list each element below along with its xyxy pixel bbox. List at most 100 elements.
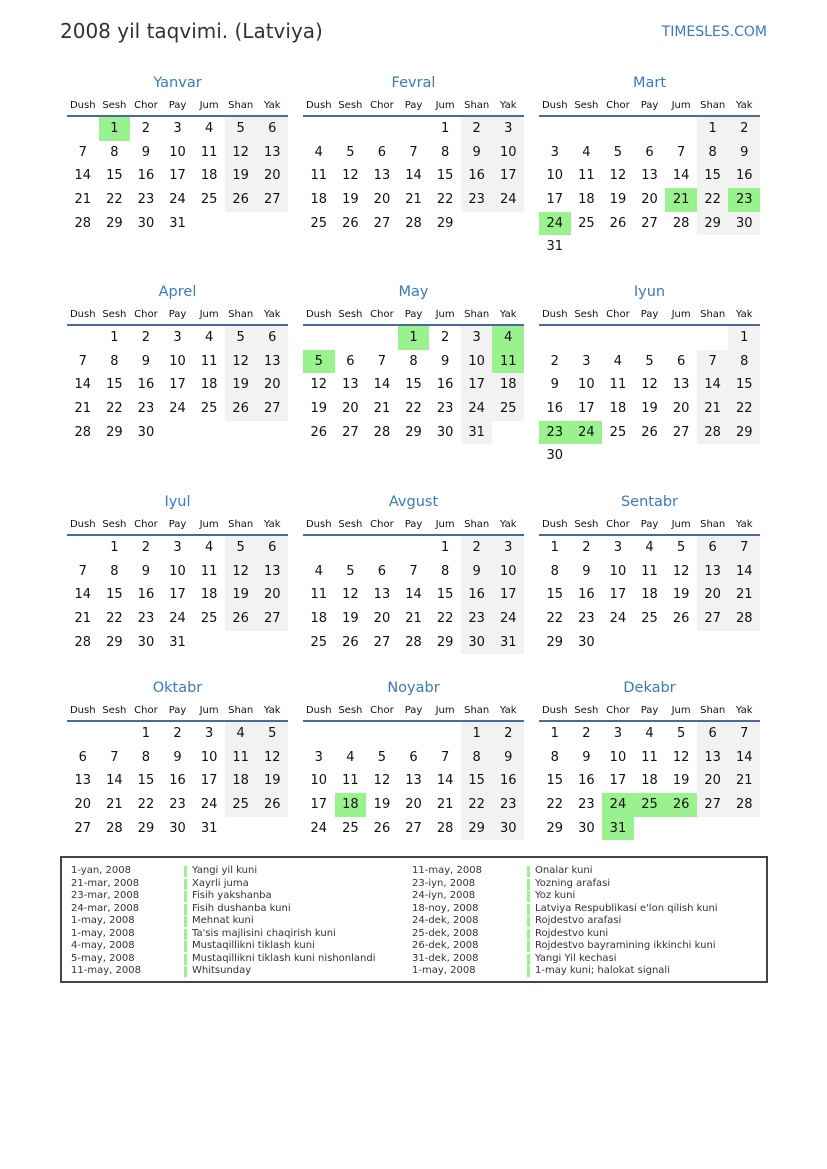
day-cell[interactable]: 19 bbox=[342, 192, 359, 208]
day-cell[interactable]: 17 bbox=[169, 377, 186, 393]
day-cell[interactable]: 1 bbox=[460, 722, 493, 746]
day-cell[interactable]: 25 bbox=[310, 634, 328, 650]
day-cell[interactable]: 21 bbox=[106, 797, 123, 813]
day-cell[interactable]: 16 bbox=[137, 168, 155, 184]
day-cell[interactable]: 17 bbox=[609, 587, 627, 603]
day-cell[interactable]: 28 bbox=[74, 634, 92, 650]
day-cell[interactable]: 3 bbox=[460, 326, 493, 350]
day-cell[interactable]: 30 bbox=[578, 634, 595, 650]
day-cell[interactable]: 1 bbox=[696, 117, 729, 141]
site-link[interactable]: TIMESLES.COM bbox=[661, 24, 767, 40]
day-cell[interactable]: 17 bbox=[200, 773, 218, 789]
day-cell[interactable]: 5 bbox=[613, 144, 623, 160]
day-cell[interactable]: 9 bbox=[728, 140, 761, 165]
day-cell[interactable]: 12 bbox=[641, 377, 658, 393]
day-cell[interactable]: 18 bbox=[641, 773, 658, 789]
day-cell[interactable]: 19 bbox=[256, 769, 289, 794]
day-cell[interactable]: 8 bbox=[110, 353, 119, 369]
day-cell[interactable]: 11 bbox=[578, 168, 595, 184]
day-cell[interactable]: 5 bbox=[346, 144, 355, 160]
day-cell[interactable]: 26 bbox=[609, 215, 627, 231]
day-cell[interactable]: 2 bbox=[440, 330, 450, 345]
day-cell[interactable]: 12 bbox=[256, 745, 289, 770]
day-cell[interactable]: 30 bbox=[492, 816, 525, 841]
day-cell[interactable]: 4 bbox=[645, 540, 654, 555]
day-cell[interactable]: 12 bbox=[373, 773, 391, 789]
day-cell[interactable]: 3 bbox=[173, 121, 182, 136]
day-cell[interactable]: 29 bbox=[546, 820, 564, 836]
day-cell[interactable]: 10 bbox=[609, 749, 627, 765]
day-cell[interactable]: 31 bbox=[200, 820, 218, 836]
day-cell[interactable]: 30 bbox=[578, 820, 595, 836]
day-cell[interactable]: 29 bbox=[106, 424, 123, 440]
day-cell[interactable]: 14 bbox=[672, 168, 690, 184]
day-cell[interactable]: 31 bbox=[460, 420, 493, 445]
day-cell[interactable]: 17 bbox=[460, 373, 493, 398]
day-cell[interactable]: 24 bbox=[310, 820, 328, 836]
day-cell[interactable]: 21 bbox=[405, 192, 422, 208]
day-cell[interactable]: 2 bbox=[460, 536, 493, 560]
day-cell[interactable]: 24 bbox=[609, 611, 627, 627]
day-cell[interactable]: 21 bbox=[665, 188, 697, 212]
day-cell[interactable]: 27 bbox=[342, 424, 359, 440]
day-cell[interactable]: 9 bbox=[141, 563, 151, 579]
day-cell[interactable]: 21 bbox=[74, 611, 92, 627]
day-cell[interactable]: 14 bbox=[74, 168, 92, 184]
day-cell[interactable]: 24 bbox=[169, 611, 186, 627]
day-cell[interactable]: 15 bbox=[405, 377, 422, 393]
day-cell[interactable]: 25 bbox=[224, 793, 257, 817]
day-cell[interactable]: 8 bbox=[110, 563, 119, 579]
day-cell[interactable]: 14 bbox=[106, 773, 123, 789]
day-cell[interactable]: 22 bbox=[106, 192, 123, 208]
day-cell[interactable]: 29 bbox=[405, 424, 422, 440]
day-cell[interactable]: 20 bbox=[672, 401, 690, 417]
day-cell[interactable]: 26 bbox=[224, 188, 257, 212]
day-cell[interactable]: 16 bbox=[546, 401, 564, 417]
day-cell[interactable]: 17 bbox=[609, 773, 627, 789]
day-cell[interactable]: 12 bbox=[224, 559, 257, 584]
day-cell[interactable]: 15 bbox=[728, 373, 761, 398]
day-cell[interactable]: 13 bbox=[373, 168, 391, 184]
day-cell[interactable]: 11 bbox=[342, 773, 359, 789]
day-cell[interactable]: 27 bbox=[256, 188, 289, 212]
day-cell[interactable]: 29 bbox=[546, 634, 564, 650]
day-cell[interactable]: 10 bbox=[460, 349, 493, 374]
day-cell[interactable]: 1 bbox=[397, 326, 430, 350]
day-cell[interactable]: 28 bbox=[405, 215, 422, 231]
day-cell[interactable]: 24 bbox=[539, 211, 571, 236]
day-cell[interactable]: 7 bbox=[110, 749, 119, 765]
day-cell[interactable]: 15 bbox=[546, 773, 564, 789]
day-cell[interactable]: 1 bbox=[110, 330, 119, 345]
day-cell[interactable]: 3 bbox=[204, 726, 214, 741]
day-cell[interactable]: 19 bbox=[310, 401, 328, 417]
day-cell[interactable]: 3 bbox=[492, 536, 525, 560]
day-cell[interactable]: 23 bbox=[492, 793, 525, 817]
day-cell[interactable]: 17 bbox=[492, 164, 525, 189]
day-cell[interactable]: 24 bbox=[492, 188, 525, 212]
day-cell[interactable]: 18 bbox=[578, 192, 595, 208]
day-cell[interactable]: 19 bbox=[373, 797, 391, 813]
day-cell[interactable]: 30 bbox=[546, 448, 564, 464]
day-cell[interactable]: 28 bbox=[74, 215, 92, 231]
day-cell[interactable]: 30 bbox=[137, 424, 155, 440]
day-cell[interactable]: 8 bbox=[696, 140, 729, 165]
day-cell[interactable]: 13 bbox=[696, 559, 729, 584]
day-cell[interactable]: 21 bbox=[436, 797, 454, 813]
day-cell[interactable]: 16 bbox=[137, 377, 155, 393]
day-cell[interactable]: 18 bbox=[492, 373, 525, 398]
day-cell[interactable]: 26 bbox=[665, 793, 697, 817]
day-cell[interactable]: 4 bbox=[204, 121, 214, 136]
day-cell[interactable]: 5 bbox=[303, 349, 335, 374]
day-cell[interactable]: 22 bbox=[546, 611, 564, 627]
day-cell[interactable]: 9 bbox=[173, 749, 182, 765]
day-cell[interactable]: 23 bbox=[137, 401, 155, 417]
day-cell[interactable]: 12 bbox=[672, 563, 690, 579]
day-cell[interactable]: 9 bbox=[550, 377, 559, 393]
day-cell[interactable]: 28 bbox=[106, 820, 123, 836]
day-cell[interactable]: 13 bbox=[696, 745, 729, 770]
day-cell[interactable]: 20 bbox=[256, 373, 289, 398]
day-cell[interactable]: 19 bbox=[609, 192, 627, 208]
day-cell[interactable]: 10 bbox=[310, 773, 328, 789]
day-cell[interactable]: 21 bbox=[728, 583, 761, 608]
day-cell[interactable]: 29 bbox=[460, 816, 493, 841]
